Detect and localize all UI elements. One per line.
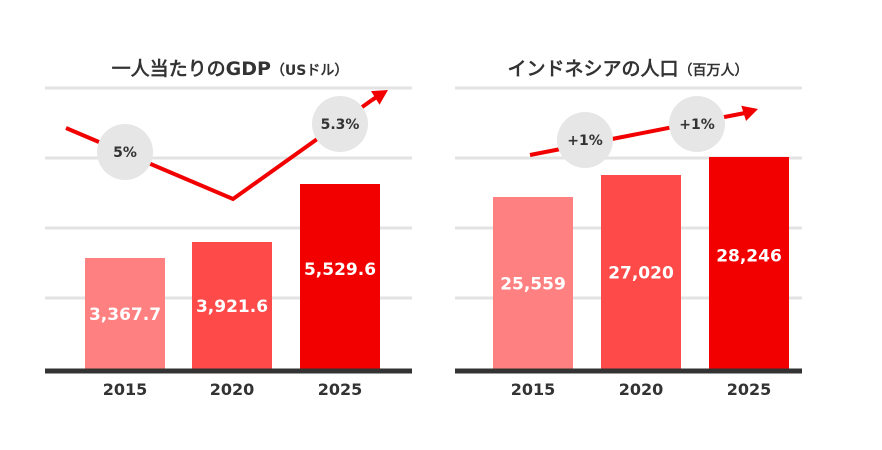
bar-2020 <box>192 242 272 370</box>
growth-badge-label: +1% <box>567 133 603 149</box>
growth-badge-label: 5.3% <box>321 117 360 133</box>
growth-badge-label: +1% <box>679 117 715 133</box>
chart-title-unit: （USドル） <box>271 63 348 79</box>
bar-2025 <box>300 184 380 370</box>
growth-badge <box>97 124 153 180</box>
x-tick-label: 2025 <box>727 380 772 399</box>
bar-value-label: 5,529.6 <box>304 260 376 280</box>
bar-value-label: 3,921.6 <box>196 297 268 317</box>
x-tick-label: 2020 <box>210 380 255 399</box>
bar-value-label: 27,020 <box>608 264 674 284</box>
growth-badge-label: 5% <box>113 145 137 161</box>
chart-title-main: インドネシアの人口 <box>507 58 678 80</box>
chart-2: インドネシアの人口（百万人） 25,559 2015 27,020 2020 28,246… <box>455 58 802 399</box>
chart-title: 一人当たりのGDP（USドル） <box>112 57 349 80</box>
arrow-head-icon <box>371 90 388 105</box>
chart-1: 一人当たりのGDP（USドル） 3,367.7 2015 3,921.6 2020 5,5… <box>45 57 412 399</box>
bar-value-label: 25,559 <box>500 275 566 295</box>
bar-value-label: 28,246 <box>716 247 782 267</box>
x-tick-label: 2015 <box>103 380 148 399</box>
growth-badge <box>669 96 725 152</box>
x-tick-label: 2015 <box>511 380 556 399</box>
arrow-head-icon <box>741 105 758 122</box>
bar-2015 <box>85 258 165 370</box>
bar-value-label: 3,367.7 <box>89 305 161 325</box>
chart-title-main: 一人当たりのGDP <box>112 57 271 80</box>
growth-badge <box>557 112 613 168</box>
bar-2015 <box>493 197 573 370</box>
x-tick-label: 2020 <box>619 380 664 399</box>
chart-title-unit: （百万人） <box>679 62 749 79</box>
chart-title: インドネシアの人口（百万人） <box>507 58 748 80</box>
x-tick-label: 2025 <box>318 380 363 399</box>
growth-badge <box>312 96 368 152</box>
bar-2020 <box>601 175 681 370</box>
bar-2025 <box>709 157 789 370</box>
